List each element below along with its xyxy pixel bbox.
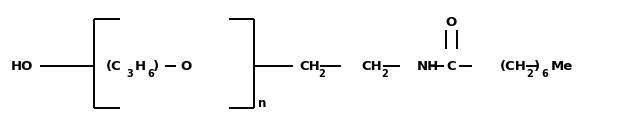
- Text: (CH: (CH: [500, 60, 527, 73]
- Text: C: C: [447, 60, 457, 73]
- Text: n: n: [258, 97, 266, 110]
- Text: 3: 3: [127, 68, 134, 79]
- Text: Me: Me: [550, 60, 573, 73]
- Text: CH: CH: [362, 60, 383, 73]
- Text: 2: 2: [527, 68, 533, 79]
- Text: HO: HO: [11, 60, 33, 73]
- Text: ): ): [153, 60, 159, 73]
- Text: 2: 2: [318, 68, 325, 79]
- Text: H: H: [135, 60, 147, 73]
- Text: 6: 6: [542, 68, 548, 79]
- Text: ): ): [534, 60, 539, 73]
- Text: NH: NH: [416, 60, 439, 73]
- Text: (C: (C: [105, 60, 122, 73]
- Text: 6: 6: [147, 68, 154, 79]
- Text: O: O: [181, 60, 192, 73]
- Text: 2: 2: [381, 68, 388, 79]
- Text: O: O: [446, 16, 457, 29]
- Text: CH: CH: [299, 60, 320, 73]
